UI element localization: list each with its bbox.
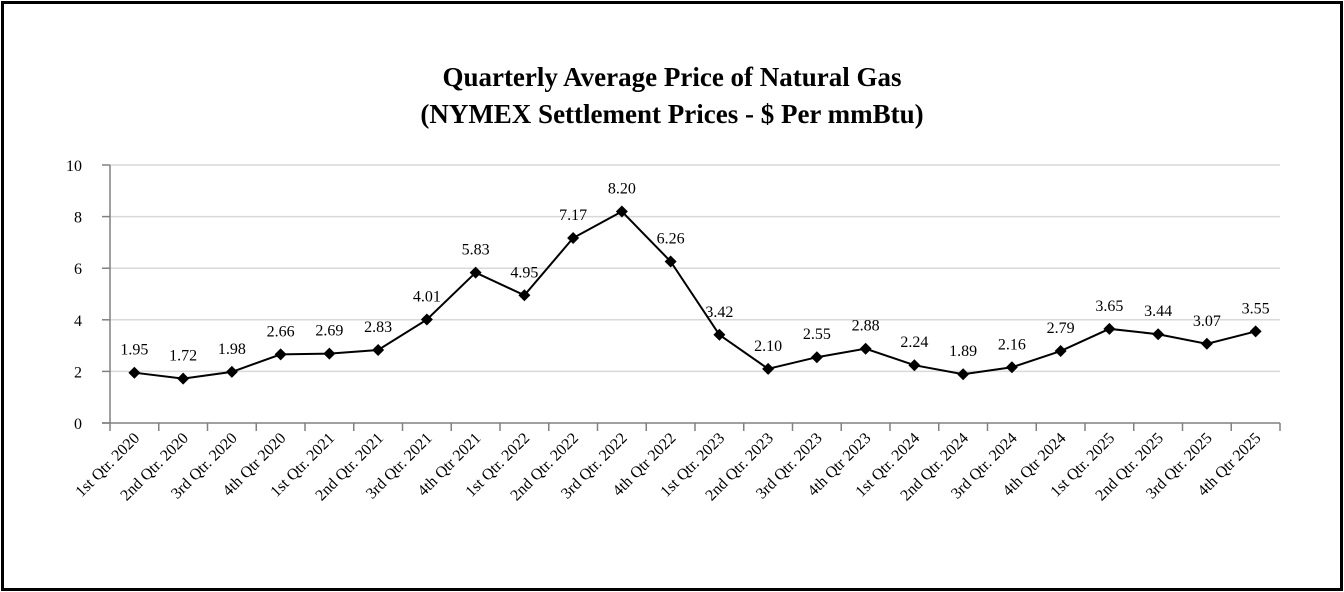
data-point bbox=[1054, 345, 1067, 358]
data-point bbox=[762, 362, 775, 375]
data-label: 2.16 bbox=[998, 336, 1026, 353]
y-tick-label: 6 bbox=[74, 261, 82, 278]
data-point bbox=[810, 351, 823, 364]
data-label: 3.07 bbox=[1193, 313, 1221, 330]
y-tick-label: 0 bbox=[74, 416, 82, 433]
data-label: 2.79 bbox=[1047, 320, 1075, 337]
data-label: 5.83 bbox=[462, 242, 490, 259]
y-tick-label: 4 bbox=[74, 313, 82, 330]
data-point bbox=[1200, 337, 1213, 350]
data-label: 3.55 bbox=[1242, 300, 1270, 317]
data-point bbox=[177, 372, 190, 385]
data-point bbox=[469, 266, 482, 279]
data-label: 4.01 bbox=[413, 289, 441, 306]
data-label: 1.89 bbox=[949, 343, 977, 360]
data-point bbox=[908, 359, 921, 372]
data-label: 2.69 bbox=[315, 323, 343, 340]
data-point bbox=[128, 366, 141, 379]
data-point bbox=[518, 289, 531, 302]
data-label: 1.95 bbox=[120, 342, 148, 359]
data-point bbox=[274, 348, 287, 361]
data-point bbox=[225, 365, 238, 378]
data-point bbox=[615, 205, 628, 218]
data-point bbox=[1005, 361, 1018, 374]
y-tick-label: 2 bbox=[74, 364, 82, 381]
series-line bbox=[134, 210, 1256, 380]
data-label: 2.66 bbox=[267, 323, 295, 340]
chart-title: Quarterly Average Price of Natural Gas bbox=[442, 62, 902, 92]
data-label: 1.98 bbox=[218, 341, 246, 358]
data-point bbox=[664, 255, 677, 268]
data-label: 2.24 bbox=[900, 334, 928, 351]
data-label: 3.42 bbox=[705, 304, 733, 321]
data-label: 4.95 bbox=[510, 264, 538, 281]
y-tick-label: 8 bbox=[74, 210, 82, 227]
data-point bbox=[420, 313, 433, 326]
data-point bbox=[713, 328, 726, 341]
chart-subtitle: (NYMEX Settlement Prices - $ Per mmBtu) bbox=[420, 99, 924, 129]
data-point bbox=[567, 232, 580, 245]
data-point bbox=[372, 343, 385, 356]
data-point bbox=[1249, 325, 1262, 338]
data-point bbox=[957, 368, 970, 381]
data-label: 3.44 bbox=[1144, 303, 1172, 320]
data-label: 2.88 bbox=[852, 318, 880, 335]
data-label: 1.72 bbox=[169, 348, 197, 365]
data-point bbox=[859, 342, 872, 355]
data-label: 2.55 bbox=[803, 326, 831, 343]
y-tick-label: 10 bbox=[66, 158, 82, 175]
data-label: 8.20 bbox=[608, 180, 636, 197]
data-point bbox=[1103, 322, 1116, 335]
data-label: 7.17 bbox=[559, 207, 587, 224]
data-label: 2.83 bbox=[364, 319, 392, 336]
data-label: 2.10 bbox=[754, 338, 782, 355]
data-point bbox=[323, 347, 336, 360]
data-label: 3.65 bbox=[1095, 298, 1123, 315]
data-point bbox=[1152, 328, 1165, 341]
data-label: 6.26 bbox=[657, 230, 685, 247]
